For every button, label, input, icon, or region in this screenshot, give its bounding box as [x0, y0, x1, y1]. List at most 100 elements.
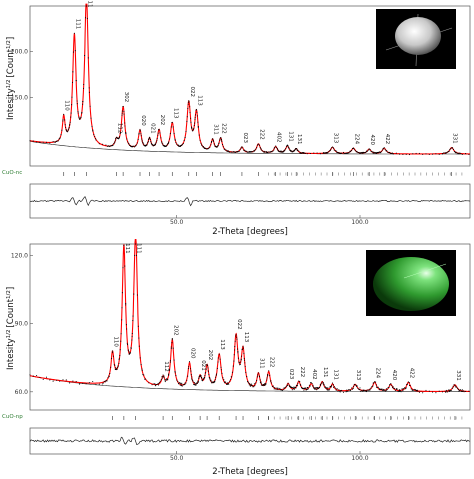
observed-point — [157, 132, 159, 134]
observed-point — [351, 148, 354, 150]
observed-point — [458, 152, 460, 154]
observed-point — [209, 378, 211, 380]
observed-point — [243, 352, 245, 354]
observed-point — [210, 144, 212, 146]
observed-point — [331, 147, 333, 149]
observed-point — [120, 126, 122, 128]
observed-point — [246, 151, 248, 153]
observed-point — [425, 389, 427, 391]
observed-point — [75, 380, 77, 383]
y-tick-label: 200.0 — [11, 49, 28, 56]
observed-point — [168, 369, 171, 371]
y-tick-label: 60.0 — [15, 389, 29, 396]
observed-point — [455, 386, 457, 388]
observed-point — [375, 381, 377, 383]
observed-point — [242, 345, 244, 348]
observed-point — [242, 147, 244, 149]
observed-point — [62, 379, 64, 381]
observed-point — [399, 390, 401, 392]
observed-point — [170, 347, 172, 349]
observed-point — [219, 138, 221, 140]
observed-point — [177, 380, 179, 383]
observed-point — [338, 389, 340, 391]
observed-point — [445, 391, 447, 394]
observed-point — [224, 149, 226, 151]
observed-point — [344, 152, 346, 154]
observed-point — [266, 151, 268, 154]
observed-point — [248, 384, 250, 386]
observed-point — [207, 148, 209, 150]
observed-point — [349, 389, 351, 391]
observed-point — [347, 390, 349, 392]
observed-point — [61, 129, 63, 131]
observed-point — [444, 152, 446, 154]
observed-point — [121, 114, 123, 116]
observed-point — [361, 152, 363, 154]
observed-point — [322, 381, 324, 384]
observed-point — [389, 383, 391, 386]
observed-points — [29, 243, 470, 394]
observed-point — [331, 385, 333, 387]
observed-point — [342, 151, 345, 153]
observed-point — [247, 382, 250, 384]
observed-point — [162, 143, 164, 145]
observed-point — [52, 141, 54, 143]
background-curve — [29, 375, 470, 393]
observed-point — [214, 376, 217, 378]
observed-point — [382, 389, 384, 391]
observed-point — [418, 152, 420, 154]
peak-label-hkl: 111 — [124, 243, 130, 254]
observed-point — [265, 383, 267, 385]
observed-point — [126, 344, 129, 346]
observed-point — [207, 367, 209, 369]
observed-point — [215, 374, 217, 376]
peak-label-hkl: 222 — [258, 129, 264, 140]
peak-label-hkl: 222 — [269, 357, 275, 368]
observed-point — [72, 380, 74, 382]
observed-point — [244, 362, 246, 364]
observed-point — [226, 150, 228, 152]
observed-point — [68, 127, 70, 129]
observed-point — [276, 387, 278, 389]
observed-point — [255, 148, 257, 150]
observed-point — [220, 369, 222, 371]
observed-point — [169, 133, 171, 135]
observed-point — [65, 379, 67, 381]
observed-point — [303, 388, 305, 390]
observed-point — [141, 140, 143, 142]
x-tick-label: 100.0 — [351, 219, 368, 226]
observed-point — [297, 149, 299, 151]
observed-point — [271, 386, 273, 388]
observed-point — [67, 129, 69, 131]
observed-point — [329, 389, 331, 391]
observed-point — [256, 380, 258, 382]
observed-point — [402, 388, 404, 390]
observed-point — [412, 389, 414, 391]
observed-point — [87, 57, 89, 59]
observed-point — [153, 144, 155, 146]
observed-point — [155, 141, 157, 143]
observed-point — [52, 380, 54, 382]
observed-point — [361, 390, 363, 392]
observed-point — [261, 149, 263, 152]
observed-point — [205, 148, 207, 150]
observed-point — [367, 389, 369, 391]
observed-point — [129, 144, 131, 146]
observed-point — [125, 324, 127, 326]
observed-point — [71, 81, 74, 83]
observed-point — [373, 382, 375, 384]
observed-point — [162, 144, 164, 146]
observed-point — [296, 385, 298, 387]
observed-point — [213, 382, 215, 384]
observed-point — [193, 124, 195, 126]
observed-point — [350, 150, 352, 152]
observed-point — [171, 342, 173, 344]
observed-point — [158, 381, 160, 383]
observed-point — [230, 376, 233, 378]
observed-point — [452, 385, 454, 387]
peak-label-hkl: 202 — [172, 325, 178, 336]
observed-point — [235, 151, 237, 153]
observed-point — [459, 389, 461, 392]
observed-point — [372, 151, 374, 153]
observed-point — [189, 368, 191, 370]
